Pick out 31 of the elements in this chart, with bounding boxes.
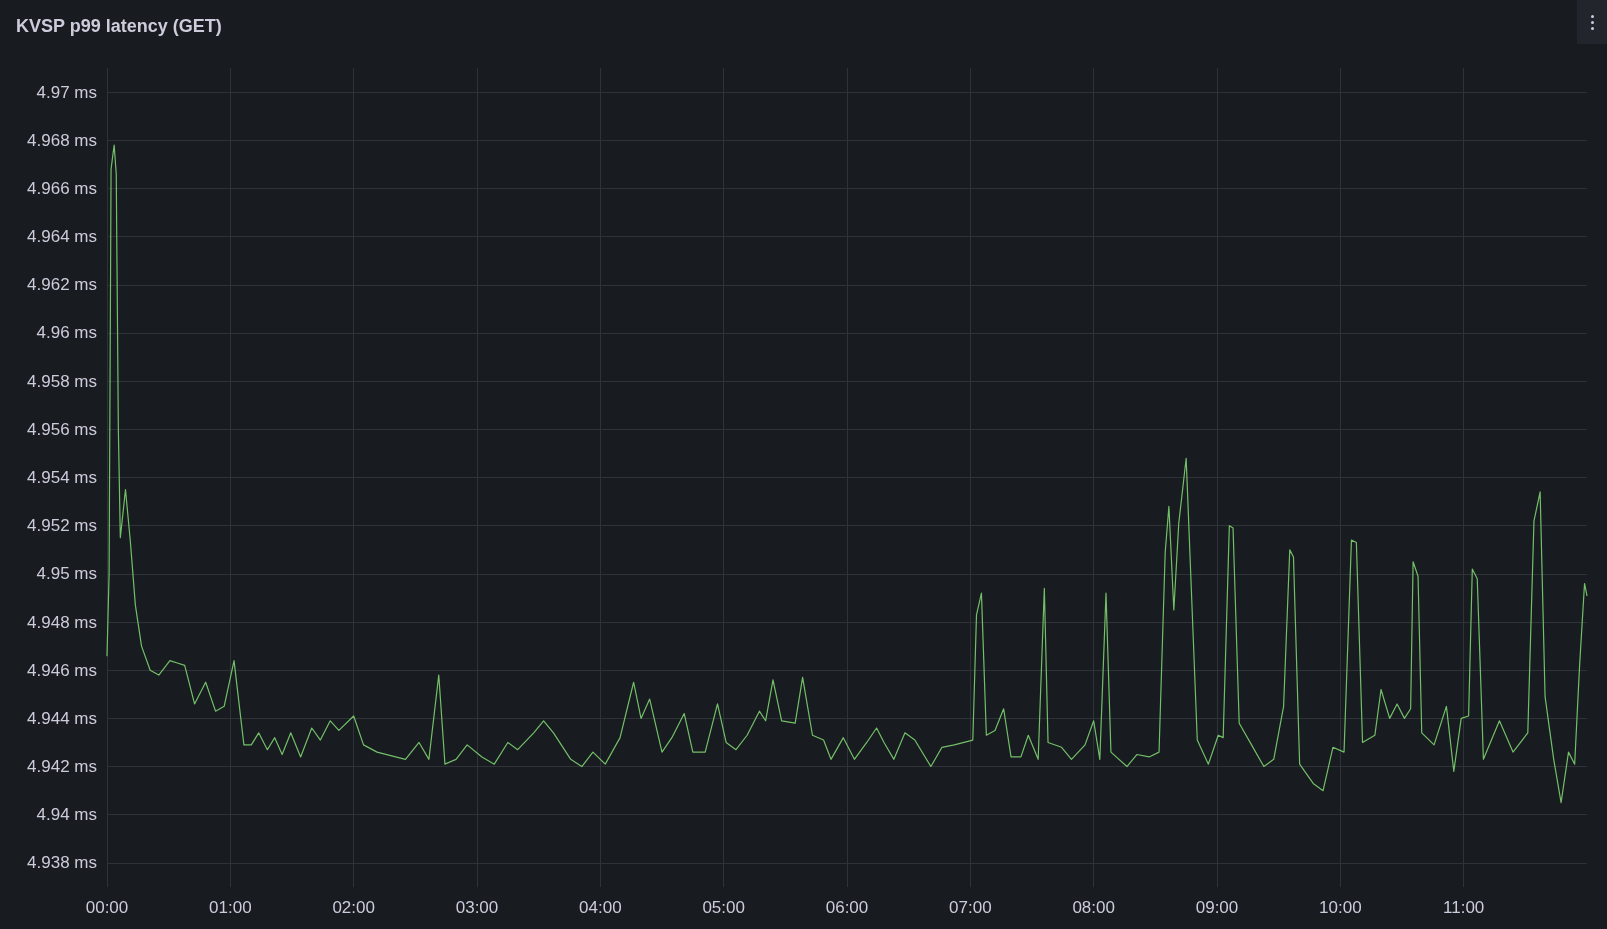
x-tick-label: 05:00 <box>702 898 745 917</box>
x-tick-label: 08:00 <box>1072 898 1115 917</box>
x-tick-label: 07:00 <box>949 898 992 917</box>
x-tick-label: 09:00 <box>1195 898 1239 917</box>
y-tick-label: 4.962 ms <box>27 275 97 295</box>
x-tick-label: 02:00 <box>332 898 375 917</box>
y-tick-label: 4.968 ms <box>27 130 97 150</box>
chart-title: KVSP p99 latency (GET) <box>16 16 222 36</box>
y-tick-label: 4.964 ms <box>27 227 97 247</box>
x-tick-label: 04:00 <box>579 898 622 917</box>
x-tick-label: 06:00 <box>825 898 869 917</box>
y-tick-label: 4.944 ms <box>27 708 97 728</box>
y-tick-label: 4.946 ms <box>27 660 97 680</box>
y-tick-label: 4.94 ms <box>36 805 97 825</box>
x-tick-label: 11:00 <box>1443 898 1485 917</box>
y-tick-label: 4.966 ms <box>27 178 97 198</box>
x-tick-label: 00:00 <box>85 898 129 917</box>
y-tick-label: 4.954 ms <box>27 468 97 487</box>
x-tick-label: 10:00 <box>1319 898 1362 917</box>
y-tick-label: 4.956 ms <box>27 419 97 439</box>
y-tick-label: 4.97 ms <box>36 82 97 102</box>
y-tick-label: 4.95 ms <box>36 564 97 584</box>
y-tick-label: 4.948 ms <box>27 612 97 632</box>
y-tick-label: 4.96 ms <box>36 323 97 343</box>
y-tick-label: 4.942 ms <box>27 757 97 777</box>
y-tick-label: 4.958 ms <box>27 371 97 391</box>
line-series <box>106 144 1588 804</box>
x-tick-label: 03:00 <box>455 898 499 917</box>
y-tick-label: 4.952 ms <box>27 516 97 536</box>
x-tick-label: 01:00 <box>209 898 252 917</box>
y-tick-label: 4.938 ms <box>27 853 97 873</box>
